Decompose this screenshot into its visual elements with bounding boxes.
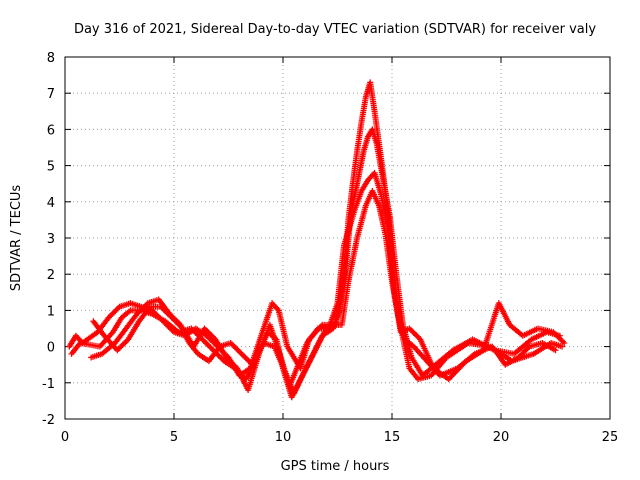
y-axis-label: SDTVAR / TECUs: [9, 185, 24, 292]
x-tick-label: 0: [61, 430, 69, 445]
y-tick-label: 6: [47, 123, 55, 138]
x-tick-label: 5: [170, 430, 178, 445]
x-axis-label: GPS time / hours: [281, 459, 390, 474]
data-point: [559, 343, 566, 350]
x-tick-label: 15: [384, 430, 401, 445]
plot-frame: [64, 56, 611, 420]
y-tick-label: 7: [47, 87, 55, 102]
y-tick-label: 5: [47, 160, 55, 175]
data-point: [561, 339, 568, 346]
grid: [65, 57, 610, 419]
y-tick-label: 3: [47, 232, 55, 247]
y-tick-label: 2: [47, 268, 55, 283]
x-tick-label: 25: [602, 430, 619, 445]
y-tick-label: 4: [47, 196, 55, 211]
data-point: [552, 347, 559, 354]
x-tick-label: 20: [493, 430, 510, 445]
y-tick-label: 0: [47, 341, 55, 356]
y-tick-label: -1: [42, 377, 55, 392]
y-tick-label: 1: [47, 304, 55, 319]
chart-title: Day 316 of 2021, Sidereal Day-to-day VTE…: [74, 22, 596, 37]
x-tick-label: 10: [275, 430, 292, 445]
y-tick-label: -2: [42, 413, 55, 428]
data-marks: [66, 79, 568, 401]
y-tick-label: 8: [47, 51, 55, 66]
tick-labels: 0 5 10 15 20 25 -2 -1 0 1 2 3 4 5 6 7 8: [42, 51, 618, 445]
